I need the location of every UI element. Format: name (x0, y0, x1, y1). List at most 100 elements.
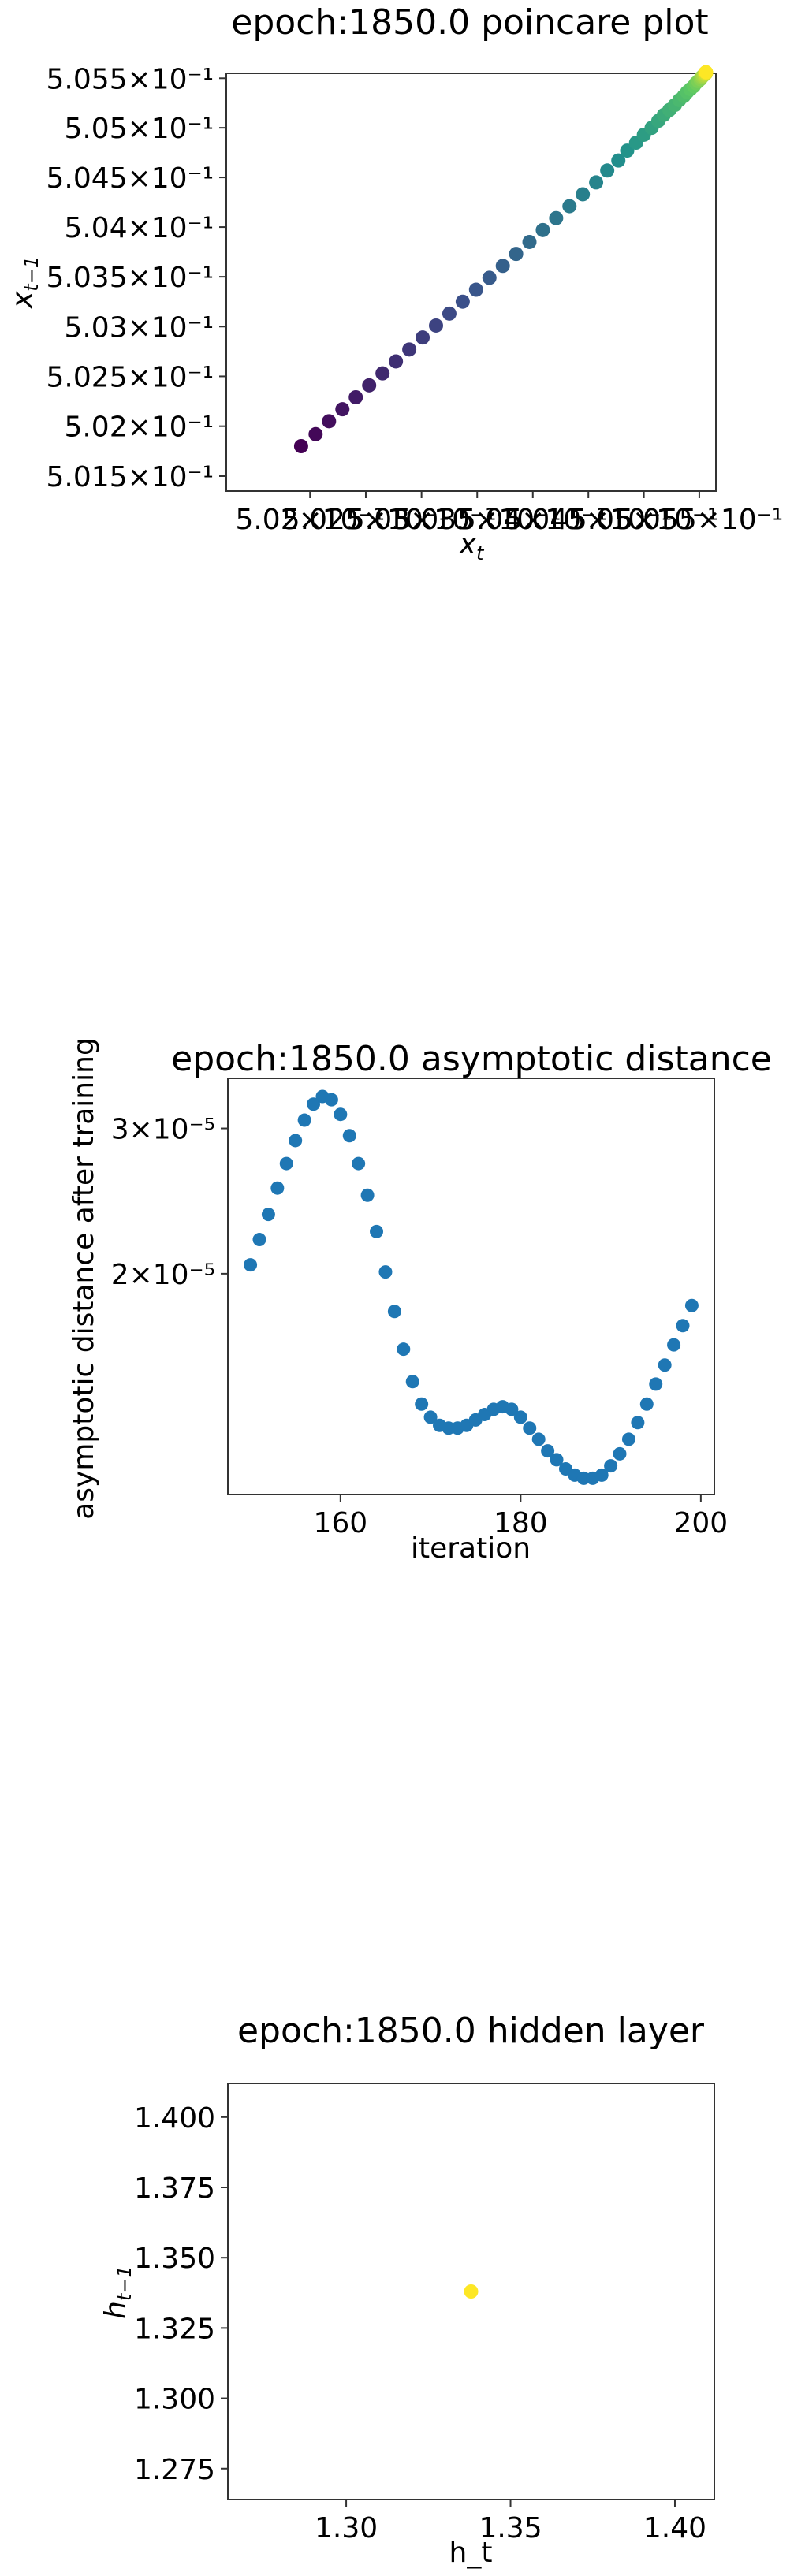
poincare-y-label: xt−1 (6, 256, 43, 309)
data-point (611, 153, 626, 168)
data-point (509, 247, 524, 262)
data-point (362, 378, 377, 393)
poincare-x-ticks: 5.02×10⁻¹5.025×10⁻¹5.03×10⁻¹5.035×10⁻¹5.… (235, 491, 783, 536)
y-tick-label: 1.300 (134, 2384, 215, 2416)
y-tick-label: 5.015×10⁻¹ (47, 461, 214, 493)
data-point (334, 1107, 348, 1122)
x-tick-label: 5.05×10⁻¹ (569, 504, 719, 536)
hidden-layer-y-ticks: 1.275 1.300 1.325 1.350 1.375 1.400 (134, 2102, 228, 2486)
data-point (604, 1459, 618, 1473)
data-point (549, 210, 564, 225)
data-point (360, 1188, 375, 1202)
asymptotic-x-label: iteration (411, 1532, 531, 1565)
y-tick-label: 5.045×10⁻¹ (47, 162, 214, 195)
data-point (244, 1258, 258, 1272)
data-point (415, 1397, 429, 1411)
hidden-layer-title: epoch:1850.0 hidden layer (237, 2011, 705, 2051)
data-point (676, 1319, 690, 1333)
y-tick-label: 5.025×10⁻¹ (47, 361, 214, 393)
data-point (649, 1377, 663, 1391)
data-point (468, 282, 483, 297)
data-point (464, 2284, 479, 2299)
data-point (375, 366, 390, 381)
data-point (279, 1156, 293, 1171)
data-point (535, 222, 550, 237)
x-tick-label: 160 (313, 1507, 367, 1539)
x-tick-label: 5.025×10⁻¹ (282, 504, 449, 536)
asymptotic-chart: epoch:1850.0 asymptotic distance 2×10⁻⁵ 3… (68, 1037, 772, 1565)
data-point (613, 1446, 627, 1461)
x-tick-label: 1.30 (315, 2512, 378, 2544)
asymptotic-y-ticks: 2×10⁻⁵ 3×10⁻⁵ (111, 1114, 228, 1291)
y-tick-label: 1.400 (134, 2102, 215, 2135)
y-tick-label: 5.05×10⁻¹ (64, 113, 214, 145)
y-tick-label: 5.02×10⁻¹ (64, 411, 214, 444)
data-point (348, 389, 363, 404)
y-tick-label: 5.035×10⁻¹ (47, 262, 214, 294)
data-point (562, 199, 577, 214)
poincare-y-ticks: 5.015×10⁻¹ 5.02×10⁻¹ 5.025×10⁻¹ 5.03×10⁻¹ 5.… (47, 63, 226, 493)
hidden-layer-y-label: ht−1 (99, 2265, 136, 2319)
data-point (397, 1342, 411, 1357)
y-tick-label: 1.375 (134, 2172, 215, 2205)
hidden-layer-chart: epoch:1850.0 hidden layer 1.275 1.300 1.32… (99, 2011, 715, 2569)
y-tick-label: 5.04×10⁻¹ (64, 212, 214, 244)
data-point (324, 1093, 338, 1107)
data-point (594, 1468, 609, 1482)
asymptotic-x-ticks: 160 180 200 (313, 1495, 728, 1539)
data-point (482, 270, 497, 285)
asymptotic-points (244, 1089, 699, 1485)
data-point (405, 1375, 419, 1389)
data-point (289, 1134, 303, 1148)
poincare-chart: epoch:1850.0 poincare plot 5.015×10⁻¹5.0… (6, 2, 783, 564)
x-tick-label: 5.055×10⁻¹ (616, 504, 783, 536)
x-tick-label: 180 (494, 1507, 548, 1539)
data-point (495, 259, 510, 274)
data-point (455, 294, 470, 309)
data-point (297, 1113, 311, 1127)
data-point (541, 1444, 555, 1458)
data-point (335, 402, 350, 417)
data-point (600, 163, 615, 178)
data-point (378, 1265, 393, 1279)
data-point (658, 1358, 672, 1372)
x-tick-label: 1.40 (643, 2512, 706, 2544)
data-point (252, 1233, 266, 1247)
x-tick-label: 5.04×10⁻¹ (458, 504, 608, 536)
data-point (307, 1097, 321, 1111)
data-point (402, 342, 417, 357)
asymptotic-plot-area (227, 1078, 715, 1495)
y-tick-label: 5.055×10⁻¹ (47, 63, 214, 95)
x-tick-label: 200 (674, 1507, 729, 1539)
asymptotic-y-label: asymptotic distance after training (68, 1037, 100, 1520)
x-tick-label: 5.035×10⁻¹ (393, 504, 561, 536)
data-point (429, 318, 444, 333)
data-point (352, 1156, 366, 1171)
data-point (389, 354, 404, 369)
data-point (505, 1402, 519, 1416)
data-point (589, 175, 604, 190)
data-point (523, 1421, 537, 1435)
data-point (631, 1416, 645, 1430)
hidden-layer-plot-area (227, 2083, 715, 2500)
data-point (621, 1432, 635, 1446)
y-tick-label: 2×10⁻⁵ (111, 1259, 215, 1291)
data-point (293, 439, 308, 454)
hidden-layer-x-label: h_t (449, 2537, 493, 2569)
y-tick-label: 1.275 (134, 2454, 215, 2486)
data-point (322, 414, 337, 429)
y-tick-label: 1.325 (134, 2313, 215, 2345)
data-point (308, 426, 323, 441)
data-point (423, 1410, 438, 1424)
y-tick-label: 1.350 (134, 2243, 215, 2275)
x-tick-label: 1.35 (479, 2512, 542, 2544)
y-tick-label: 5.03×10⁻¹ (64, 311, 214, 344)
data-point (699, 65, 714, 80)
x-tick-label: 5.02×10⁻¹ (235, 504, 385, 536)
data-point (387, 1305, 401, 1319)
poincare-title: epoch:1850.0 poincare plot (231, 2, 708, 43)
poincare-plot-area (225, 73, 717, 492)
data-point (270, 1181, 285, 1195)
hidden-layer-points (464, 2284, 479, 2299)
